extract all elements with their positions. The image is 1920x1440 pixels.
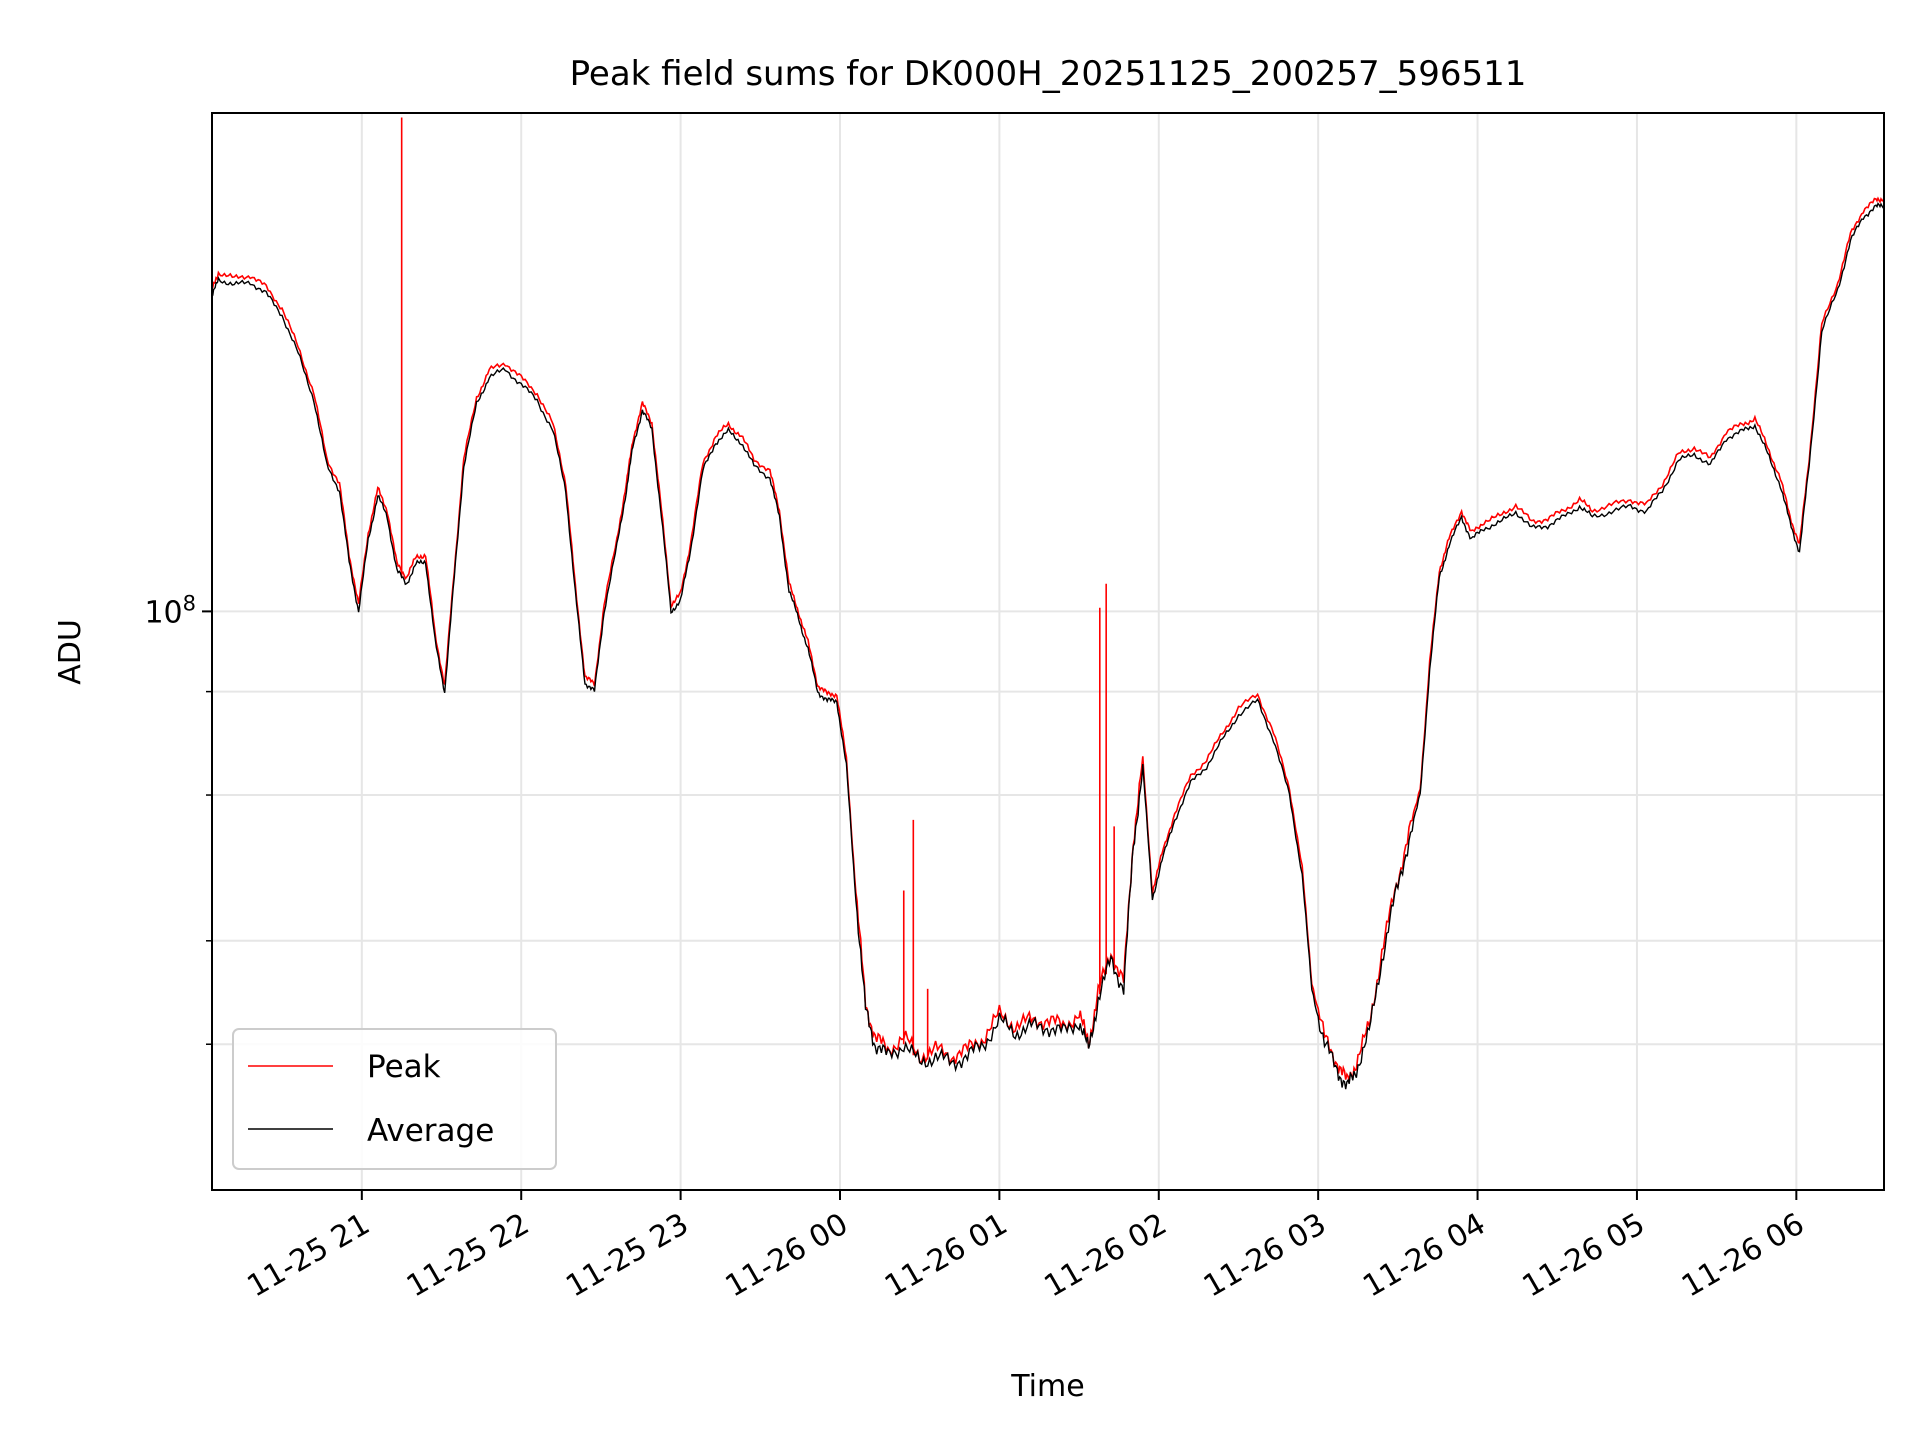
grid xyxy=(212,113,1884,1190)
x-axis-label: Time xyxy=(1010,1369,1084,1404)
legend-peak-label: Peak xyxy=(367,1049,441,1085)
y-axis-label: ADU xyxy=(53,619,88,685)
y-ticks: 108 xyxy=(144,591,212,1045)
average-series-line xyxy=(211,202,1885,1090)
plot-lines xyxy=(211,117,1885,1090)
plot-frame xyxy=(211,112,1885,1191)
legend-average-label: Average xyxy=(367,1113,494,1149)
chart-title: Peak field sums for DK000H_20251125_2002… xyxy=(570,54,1527,94)
y-tick-label: 108 xyxy=(144,591,196,630)
legend: Peak Average xyxy=(232,1028,557,1170)
legend-box xyxy=(232,1028,557,1170)
peak-series-line xyxy=(211,196,1885,1082)
